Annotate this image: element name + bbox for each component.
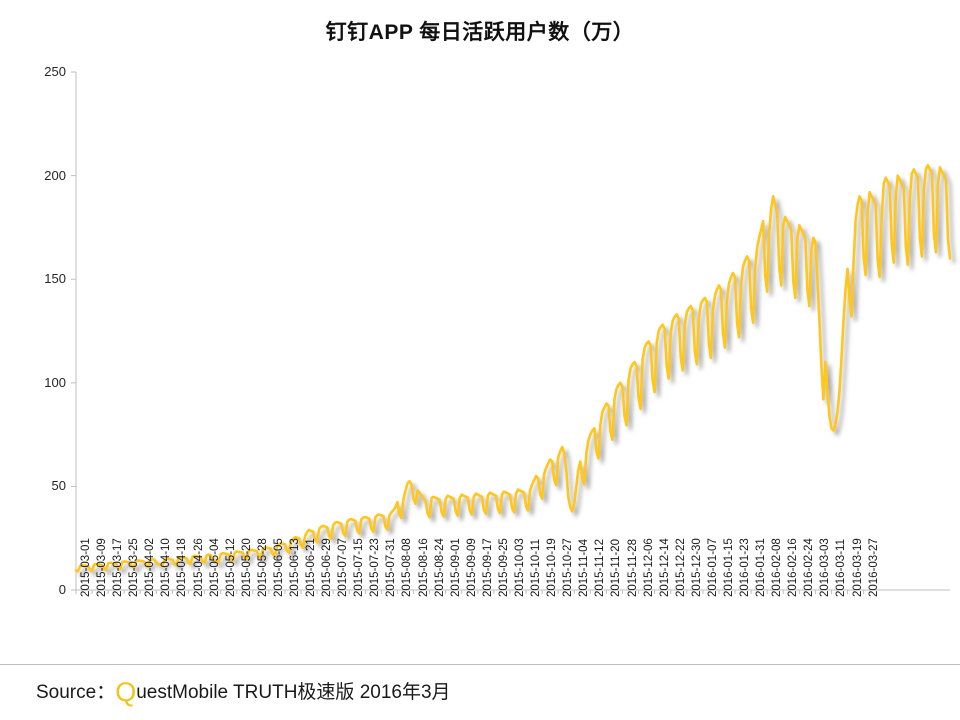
y-tick-label: 250 [44, 64, 66, 79]
line-chart-plot [71, 71, 952, 594]
footer-bar: Source：QuestMobile TRUTH极速版 2016年3月 [0, 664, 960, 720]
y-tick-label: 100 [44, 374, 66, 390]
data-series-line [74, 163, 952, 573]
axis-lines [75, 72, 950, 591]
source-brand-label: uestMobile TRUTH极速版 2016年3月 [136, 682, 451, 703]
questmobile-logo-initial: Q [115, 677, 137, 707]
source-prefix-label: Source： [36, 682, 116, 703]
y-axis-ticks [71, 71, 76, 591]
source-note: Source：QuestMobile TRUTH极速版 2016年3月 [36, 677, 451, 707]
y-tick-label: 50 [51, 478, 66, 494]
y-tick-label: 200 [44, 167, 66, 183]
y-tick-label: 150 [44, 271, 66, 287]
x-axis-ticks [75, 590, 865, 594]
page-title: 钉钉APP 每日活跃用户数（万） [325, 21, 635, 44]
y-tick-label: 0 [58, 582, 66, 597]
chart-canvas: 0 50 100 150 200 250 2015-03-01 2015-03-09 2015… [44, 64, 952, 597]
